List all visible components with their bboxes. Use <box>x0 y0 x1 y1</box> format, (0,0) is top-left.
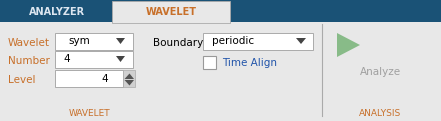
Text: 4: 4 <box>101 73 108 83</box>
Polygon shape <box>337 33 360 57</box>
Text: WAVELET: WAVELET <box>69 109 111 117</box>
Polygon shape <box>124 80 134 86</box>
Text: sym: sym <box>68 37 90 46</box>
Text: Time Align: Time Align <box>222 57 277 68</box>
FancyBboxPatch shape <box>203 56 216 69</box>
Text: Boundary: Boundary <box>153 38 203 48</box>
FancyBboxPatch shape <box>203 33 313 50</box>
Text: Number: Number <box>8 56 50 66</box>
Text: Analyze: Analyze <box>359 67 400 77</box>
Text: 4: 4 <box>63 54 70 64</box>
FancyBboxPatch shape <box>123 70 135 87</box>
Polygon shape <box>116 38 125 44</box>
FancyBboxPatch shape <box>55 33 133 50</box>
Polygon shape <box>124 73 134 79</box>
FancyBboxPatch shape <box>0 22 441 121</box>
FancyBboxPatch shape <box>55 70 123 87</box>
Polygon shape <box>296 38 306 44</box>
FancyBboxPatch shape <box>0 0 441 22</box>
Text: periodic: periodic <box>212 37 254 46</box>
Polygon shape <box>116 56 125 62</box>
Text: Wavelet: Wavelet <box>8 38 50 48</box>
FancyBboxPatch shape <box>55 51 133 68</box>
Text: WAVELET: WAVELET <box>146 7 197 17</box>
Text: ANALYSIS: ANALYSIS <box>359 109 401 117</box>
Text: ANALYZER: ANALYZER <box>29 7 85 17</box>
FancyBboxPatch shape <box>112 1 230 23</box>
Text: Level: Level <box>8 75 35 85</box>
